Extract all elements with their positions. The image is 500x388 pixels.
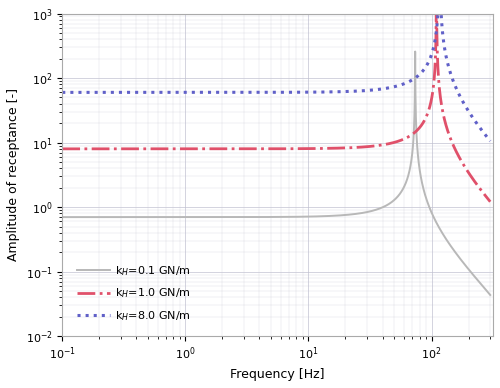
Y-axis label: Amplitude of receptance [-]: Amplitude of receptance [-]: [7, 88, 20, 262]
X-axis label: Frequency [Hz]: Frequency [Hz]: [230, 368, 325, 381]
Legend: k$_{H}$=0.1 GN/m, k$_{H}$=1.0 GN/m, k$_{H}$=8.0 GN/m: k$_{H}$=0.1 GN/m, k$_{H}$=1.0 GN/m, k$_{…: [72, 259, 196, 327]
